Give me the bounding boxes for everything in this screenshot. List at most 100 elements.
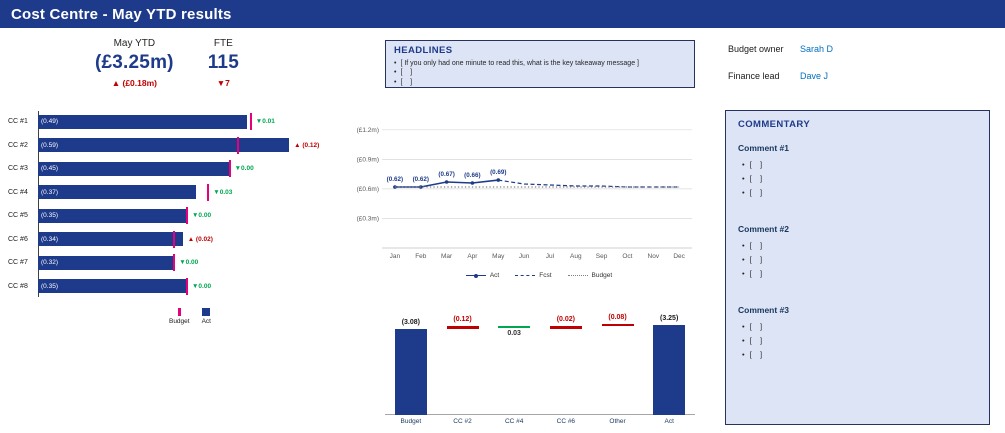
comment-heading: Comment #1 — [738, 143, 790, 153]
budget-tick — [186, 207, 188, 224]
y-tick-label: (£0.3m) — [357, 216, 379, 223]
month-label: Sep — [596, 253, 608, 260]
waterfall-value-label: 0.03 — [507, 329, 521, 337]
bar-value-label: (0.37) — [41, 188, 58, 196]
variance-label: ▼0.00 — [192, 282, 212, 290]
data-point-label: (0.69) — [490, 169, 506, 176]
comment-bullets: [ ] [ ] [ ] — [742, 160, 977, 197]
owners-section: Budget owner Sarah D Finance lead Dave J — [728, 44, 833, 98]
data-point-label: (0.67) — [438, 171, 454, 178]
kpi-fte-value: 115 — [207, 52, 239, 73]
waterfall-bar-other — [601, 324, 634, 327]
actual-bar: (0.59) — [38, 138, 290, 152]
month-label: Nov — [648, 253, 660, 260]
comment-bullet: [ ] — [742, 322, 977, 331]
bar-row: CC #2 (0.59) ▲ (0.12) — [8, 134, 353, 158]
finance-lead-value: Dave J — [800, 71, 829, 81]
month-label: Oct — [622, 253, 632, 260]
kpi-section: May YTD (£3.25m) ▲ (£0.18m) FTE 115 ▼7 — [95, 38, 239, 88]
data-point-label: (0.62) — [387, 176, 403, 183]
waterfall-value-label: (3.25) — [659, 314, 679, 322]
variance-label: ▼0.01 — [255, 118, 275, 125]
data-point-label: (0.66) — [464, 172, 480, 179]
bar-category-label: CC #8 — [8, 282, 28, 290]
title-bar: Cost Centre - May YTD results — [0, 0, 1005, 28]
budget-tick-swatch — [178, 308, 181, 316]
act-data-point — [470, 181, 475, 185]
bar-value-label: (0.34) — [41, 235, 58, 243]
page-title: Cost Centre - May YTD results — [11, 5, 232, 23]
actual-bar: (0.35) — [38, 279, 187, 293]
headlines-title: HEADLINES — [394, 45, 453, 56]
comment-bullets: [ ] [ ] [ ] — [742, 241, 977, 278]
variance-label: ▼0.00 — [234, 165, 254, 172]
comment-section-1: Comment #1 [ ] [ ] [ ] — [738, 143, 977, 197]
actual-bar: (0.34) — [38, 232, 183, 246]
kpi-fte-delta: ▼7 — [216, 78, 230, 88]
budget-tick — [173, 230, 176, 248]
bar-chart-legend: Budget Act — [140, 308, 240, 325]
comment-bullets: [ ] [ ] [ ] — [742, 322, 977, 359]
variance-label: ▲ (0.12) — [294, 141, 320, 149]
month-label: Jan — [390, 253, 401, 260]
waterfall-bar-cc-6 — [549, 326, 582, 329]
bar-track: (0.34) ▲ (0.02) — [38, 228, 353, 252]
bar-track: (0.49) ▼0.01 — [38, 110, 353, 134]
budget-owner-value: Sarah D — [800, 44, 834, 54]
bar-track: (0.37) ▼0.03 — [38, 181, 353, 205]
comment-section-2: Comment #2 [ ] [ ] [ ] — [738, 224, 977, 278]
waterfall-category-label: CC #2 — [453, 418, 472, 425]
bar-category-label: CC #1 — [8, 118, 28, 126]
headline-bullet: [ ] — [394, 78, 686, 87]
kpi-may-ytd: May YTD (£3.25m) ▲ (£0.18m) — [95, 38, 174, 88]
headlines-box: HEADLINES [ If you only had one minute t… — [385, 40, 695, 88]
bar-track: (0.35) ▼0.00 — [38, 204, 353, 228]
comment-bullet: [ ] — [742, 336, 977, 345]
waterfall-bar-budget — [394, 329, 427, 415]
legend-item-budget: Budget — [169, 308, 190, 325]
budget-tick — [186, 277, 188, 295]
budget-tick — [228, 160, 231, 177]
headline-bullet: [ ] — [394, 68, 686, 77]
waterfall-category-label: CC #4 — [504, 418, 524, 425]
month-label: Aug — [570, 253, 582, 260]
actual-bar: (0.32) — [38, 255, 175, 270]
comment-bullet: [ ] — [742, 269, 977, 278]
waterfall-category-label: Act — [664, 418, 674, 425]
bar-row: CC #6 (0.34) ▲ (0.02) — [8, 228, 353, 252]
budget-tick — [173, 254, 176, 271]
waterfall-value-label: (3.08) — [401, 319, 420, 327]
waterfall-bar-act — [653, 324, 686, 415]
month-label: Jun — [519, 253, 530, 260]
bar-category-label: CC #3 — [8, 165, 28, 173]
variance-label: ▼0.00 — [192, 212, 212, 219]
y-tick-label: (£0.6m) — [357, 186, 379, 193]
bar-category-label: CC #7 — [8, 259, 28, 267]
month-label: Dec — [673, 253, 685, 260]
act-square-swatch — [202, 308, 211, 316]
comment-bullet: [ ] — [742, 255, 977, 264]
waterfall-category-label: Budget — [400, 418, 422, 425]
waterfall-value-label: (0.12) — [453, 316, 472, 324]
bar-track: (0.59) ▲ (0.12) — [38, 134, 353, 158]
month-label: Mar — [441, 253, 453, 260]
comment-bullet: [ ] — [742, 160, 977, 169]
budget-line-swatch — [567, 275, 588, 276]
bar-value-label: (0.35) — [41, 282, 58, 290]
actual-bar: (0.45) — [38, 161, 230, 176]
waterfall-category-axis: Budget CC #2 CC #4 CC #6 Other Act — [385, 415, 695, 425]
bar-category-label: CC #2 — [8, 141, 28, 149]
budget-tick — [249, 113, 252, 130]
act-data-point — [496, 178, 501, 182]
cost-centre-bar-chart: CC #1 (0.49) ▼0.01 CC #2 (0.59) ▲ (0.12) CC #3… — [8, 110, 353, 298]
legend-label: Budget — [591, 272, 613, 279]
waterfall-category-label: Other — [609, 418, 626, 425]
comment-bullet: [ ] — [742, 241, 977, 250]
bar-value-label: (0.45) — [41, 165, 58, 172]
y-tick-label: (£1.2m) — [357, 127, 379, 134]
budget-owner-row: Budget owner Sarah D — [728, 44, 833, 54]
waterfall-bar-cc-2 — [446, 326, 479, 330]
finance-lead-row: Finance lead Dave J — [728, 71, 833, 81]
actual-bar: (0.49) — [38, 114, 247, 129]
trend-chart-legend: Act Fcst Budget — [388, 272, 690, 279]
